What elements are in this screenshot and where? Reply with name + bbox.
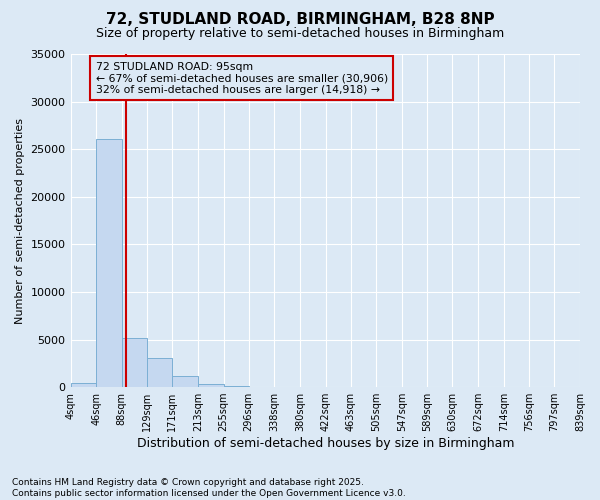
Y-axis label: Number of semi-detached properties: Number of semi-detached properties — [15, 118, 25, 324]
Text: Size of property relative to semi-detached houses in Birmingham: Size of property relative to semi-detach… — [96, 28, 504, 40]
Bar — [172, 376, 198, 387]
Bar — [224, 386, 248, 387]
Text: 72, STUDLAND ROAD, BIRMINGHAM, B28 8NP: 72, STUDLAND ROAD, BIRMINGHAM, B28 8NP — [106, 12, 494, 28]
Text: 72 STUDLAND ROAD: 95sqm
← 67% of semi-detached houses are smaller (30,906)
32% o: 72 STUDLAND ROAD: 95sqm ← 67% of semi-de… — [95, 62, 388, 95]
X-axis label: Distribution of semi-detached houses by size in Birmingham: Distribution of semi-detached houses by … — [137, 437, 514, 450]
Text: Contains HM Land Registry data © Crown copyright and database right 2025.
Contai: Contains HM Land Registry data © Crown c… — [12, 478, 406, 498]
Bar — [198, 384, 224, 387]
Bar — [122, 338, 147, 387]
Bar — [147, 358, 172, 387]
Bar — [96, 138, 122, 387]
Bar — [71, 384, 96, 387]
